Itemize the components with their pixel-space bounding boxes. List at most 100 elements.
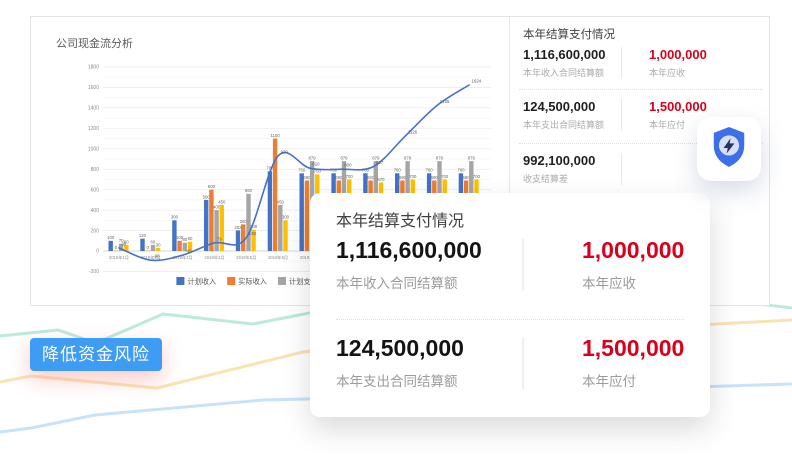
svg-text:300: 300 [171, 215, 179, 220]
svg-text:760: 760 [362, 168, 370, 173]
svg-text:100: 100 [107, 235, 115, 240]
svg-text:90: 90 [188, 236, 193, 241]
svg-text:560: 560 [245, 188, 253, 193]
svg-text:30: 30 [121, 241, 126, 246]
svg-text:1425: 1425 [440, 99, 450, 104]
svg-text:600: 600 [91, 187, 100, 193]
svg-text:1400: 1400 [88, 106, 99, 112]
dotted-separator [519, 143, 763, 144]
reduce-risk-badge[interactable]: 降低资金风险 [30, 338, 162, 371]
cashflow-chart-title: 公司现金流分析 [56, 38, 133, 50]
svg-text:70: 70 [119, 238, 124, 243]
svg-text:780: 780 [266, 166, 274, 171]
svg-text:1126: 1126 [408, 129, 418, 134]
svg-text:600: 600 [208, 184, 216, 189]
popup-row-expense: 124,500,000 本年支出合同结算额 1,500,000 本年应付 [310, 335, 710, 395]
svg-text:760: 760 [426, 168, 434, 173]
popup-expense-settlement-value: 124,500,000 [336, 335, 464, 361]
svg-text:2019年5月: 2019年5月 [236, 254, 256, 261]
svg-text:-90: -90 [153, 254, 160, 259]
summary-row-expense: 124,500,000 本年支出合同结算额 1,500,000 本年应付 [509, 99, 771, 149]
svg-text:200: 200 [91, 228, 100, 234]
svg-text:计划支出: 计划支出 [289, 277, 318, 286]
income-settlement-label: 本年收入合同结算额 [523, 68, 605, 78]
svg-text:400: 400 [213, 205, 221, 210]
svg-text:202: 202 [234, 225, 242, 230]
svg-text:700: 700 [441, 174, 449, 179]
svg-text:计划收入: 计划收入 [187, 277, 216, 286]
expense-settlement-label: 本年支出合同结算额 [523, 120, 605, 130]
svg-text:800: 800 [91, 167, 100, 173]
svg-text:300: 300 [282, 215, 290, 220]
receivable-label: 本年应收 [649, 68, 686, 78]
svg-text:690: 690 [463, 175, 471, 180]
svg-text:879: 879 [340, 156, 348, 161]
panel-divider [509, 17, 510, 305]
svg-text:1200: 1200 [88, 126, 99, 132]
svg-text:120: 120 [139, 233, 147, 238]
svg-text:1600: 1600 [88, 85, 99, 91]
svg-text:760: 760 [298, 168, 306, 173]
svg-text:208: 208 [250, 224, 258, 229]
column-divider [621, 153, 622, 185]
column-divider [522, 337, 524, 389]
svg-text:450: 450 [218, 199, 226, 204]
svg-text:500: 500 [203, 194, 211, 199]
popup-title: 本年结算支付情况 [336, 213, 465, 230]
svg-text:79: 79 [217, 236, 222, 241]
svg-text:1624: 1624 [472, 79, 482, 84]
svg-text:800: 800 [344, 163, 352, 168]
svg-text:700: 700 [473, 174, 481, 179]
popup-income-settlement-value: 1,116,600,000 [336, 237, 482, 263]
svg-text:130: 130 [249, 231, 257, 236]
svg-text:1800: 1800 [88, 65, 99, 71]
shield-lightning-icon [710, 126, 748, 173]
svg-text:700: 700 [409, 174, 417, 179]
column-divider [621, 99, 622, 131]
svg-text:60: 60 [151, 239, 156, 244]
summary-row-balance: 992,100,000 收支结算差 [509, 153, 771, 203]
svg-text:827: 827 [376, 160, 384, 165]
receivable-value: 1,000,000 [649, 47, 707, 62]
svg-text:450: 450 [277, 199, 285, 204]
column-divider [621, 47, 622, 79]
svg-text:2019年3月: 2019年3月 [173, 254, 193, 261]
dotted-separator [519, 89, 763, 90]
svg-text:879: 879 [404, 156, 412, 161]
svg-text:2019年2月: 2019年2月 [141, 254, 161, 261]
svg-text:879: 879 [309, 156, 317, 161]
popup-expense-settlement-label: 本年支出合同结算额 [336, 374, 458, 389]
popup-payable-value: 1,500,000 [582, 335, 685, 361]
column-divider [522, 239, 524, 291]
dotted-separator [336, 319, 684, 320]
popup-income-settlement-label: 本年收入合同结算额 [336, 276, 458, 291]
svg-text:690: 690 [431, 175, 439, 180]
svg-text:750: 750 [314, 169, 322, 174]
popup-receivable-value: 1,000,000 [582, 237, 685, 263]
svg-text:0: 0 [115, 245, 118, 250]
svg-text:实际收入: 实际收入 [238, 277, 267, 286]
settlement-summary-panel: 本年结算支付情况 1,116,600,000 本年收入合同结算额 1,000,0… [509, 17, 771, 305]
summary-row-income: 1,116,600,000 本年收入合同结算额 1,000,000 本年应收 [509, 47, 771, 97]
svg-text:-40: -40 [185, 249, 192, 254]
svg-text:760: 760 [394, 168, 402, 173]
svg-text:80: 80 [182, 237, 187, 242]
svg-text:60: 60 [124, 239, 129, 244]
svg-text:2019年1月: 2019年1月 [109, 254, 129, 261]
income-settlement-value: 1,116,600,000 [523, 47, 606, 62]
svg-text:0: 0 [96, 249, 99, 255]
svg-text:690: 690 [399, 175, 407, 180]
svg-text:879: 879 [436, 156, 444, 161]
svg-text:100: 100 [176, 235, 184, 240]
security-shield-button[interactable] [697, 117, 761, 181]
svg-text:1100: 1100 [270, 133, 280, 138]
svg-text:930: 930 [281, 149, 289, 154]
payable-label: 本年应付 [649, 120, 686, 130]
summary-panel-title: 本年结算支付情况 [523, 29, 615, 41]
svg-text:760: 760 [457, 168, 465, 173]
svg-text:0: 0 [147, 245, 150, 250]
svg-text:810: 810 [312, 162, 320, 167]
svg-text:2019年4月: 2019年4月 [204, 254, 224, 261]
svg-text:2019年6月: 2019年6月 [268, 254, 288, 261]
svg-text:2019年7月: 2019年7月 [300, 254, 320, 261]
